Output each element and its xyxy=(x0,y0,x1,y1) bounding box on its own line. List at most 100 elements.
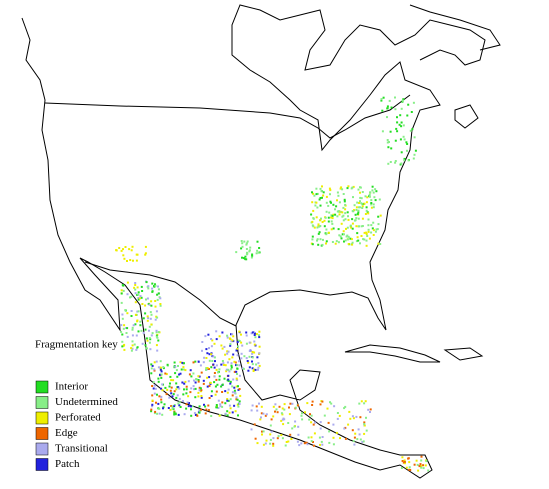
forest-pixel xyxy=(164,386,167,389)
forest-pixel xyxy=(339,437,341,440)
forest-pixel xyxy=(331,217,334,220)
forest-pixel xyxy=(387,162,390,165)
forest-pixel xyxy=(173,361,176,364)
forest-pixel xyxy=(389,161,392,163)
forest-pixel xyxy=(212,355,215,358)
forest-pixel xyxy=(151,405,154,408)
forest-pixel xyxy=(346,238,349,241)
forest-pixel xyxy=(237,345,239,348)
forest-pixel xyxy=(226,361,229,364)
forest-pixel xyxy=(214,360,216,363)
forest-pixel xyxy=(185,407,188,410)
forest-pixel xyxy=(153,368,156,371)
forest-pixel xyxy=(182,400,184,403)
forest-pixel xyxy=(223,377,226,380)
forest-pixel xyxy=(130,249,133,252)
forest-pixel xyxy=(131,344,134,347)
forest-pixel xyxy=(360,235,363,237)
forest-pixel xyxy=(176,394,179,397)
forest-pixel xyxy=(420,455,423,458)
forest-pixel xyxy=(251,367,254,370)
forest-pixel xyxy=(413,463,416,466)
forest-pixel xyxy=(187,380,190,383)
forest-pixel xyxy=(211,339,214,342)
forest-pixel xyxy=(171,395,174,398)
forest-pixel xyxy=(283,418,286,421)
forest-pixel xyxy=(351,186,354,189)
forest-pixel xyxy=(140,329,143,332)
forest-pixel xyxy=(311,201,314,204)
forest-pixel xyxy=(121,313,124,316)
forest-pixel xyxy=(365,244,368,247)
forest-pixel xyxy=(344,212,347,215)
forest-pixel xyxy=(370,202,373,204)
forest-pixel xyxy=(386,141,389,144)
forest-pixel xyxy=(346,187,349,190)
forest-pixel xyxy=(303,442,306,445)
forest-pixel xyxy=(134,313,137,316)
forest-pixel xyxy=(157,366,160,369)
forest-pixel xyxy=(159,366,162,369)
forest-pixel xyxy=(155,335,158,338)
forest-pixel xyxy=(365,429,368,432)
forest-pixel xyxy=(245,243,248,246)
forest-pixel xyxy=(169,375,172,378)
forest-pixel xyxy=(179,406,182,408)
forest-pixel xyxy=(357,188,360,191)
forest-pixel xyxy=(154,284,157,287)
forest-pixel xyxy=(134,284,137,286)
forest-pixel xyxy=(181,381,184,384)
forest-pixel xyxy=(147,317,150,320)
forest-pixel xyxy=(122,254,125,257)
forest-pixel xyxy=(365,231,368,234)
forest-pixel xyxy=(184,380,187,383)
forest-pixel xyxy=(178,404,181,407)
forest-pixel xyxy=(316,238,319,241)
forest-pixel xyxy=(256,442,259,445)
forest-pixel xyxy=(359,191,361,194)
forest-pixel xyxy=(151,332,154,335)
forest-pixel xyxy=(319,443,321,446)
forest-pixel xyxy=(136,346,139,349)
forest-pixel xyxy=(227,368,230,371)
forest-pixel xyxy=(349,224,352,227)
forest-pixel xyxy=(173,405,176,408)
forest-pixel xyxy=(208,397,211,399)
forest-pixel xyxy=(337,228,340,231)
forest-pixel xyxy=(224,353,227,356)
forest-pixel xyxy=(151,282,154,285)
forest-pixel xyxy=(231,333,234,336)
forest-pixel xyxy=(174,372,177,375)
forest-pixel xyxy=(394,96,396,99)
forest-pixel xyxy=(245,242,248,245)
forest-pixel xyxy=(235,398,238,401)
forest-pixel xyxy=(251,253,254,256)
forest-pixel xyxy=(209,381,212,384)
coastlines xyxy=(21,4,501,479)
forest-pixel xyxy=(120,292,123,295)
forest-pixel xyxy=(229,344,232,347)
forest-pixel xyxy=(259,418,262,421)
forest-pixel xyxy=(203,403,205,406)
forest-pixel xyxy=(231,394,234,397)
forest-pixel xyxy=(394,108,397,111)
forest-pixel xyxy=(145,347,147,350)
forest-pixel xyxy=(236,398,239,401)
forest-pixel xyxy=(159,303,162,305)
forest-pixel xyxy=(403,138,406,141)
forest-pixel xyxy=(189,369,192,372)
forest-pixel xyxy=(255,333,258,336)
forest-pixel xyxy=(159,368,162,371)
forest-pixel xyxy=(156,293,159,296)
forest-pixel xyxy=(121,340,124,343)
forest-pixel xyxy=(414,149,417,152)
forest-pixel xyxy=(185,403,188,406)
forest-pixel xyxy=(315,193,318,196)
forest-pixel xyxy=(182,366,185,369)
forest-pixel xyxy=(227,399,230,402)
forest-pixel xyxy=(281,413,284,416)
forest-pixel xyxy=(218,335,221,338)
forest-pixel xyxy=(340,186,343,189)
forest-pixel xyxy=(210,345,213,348)
forest-pixel xyxy=(160,398,163,401)
